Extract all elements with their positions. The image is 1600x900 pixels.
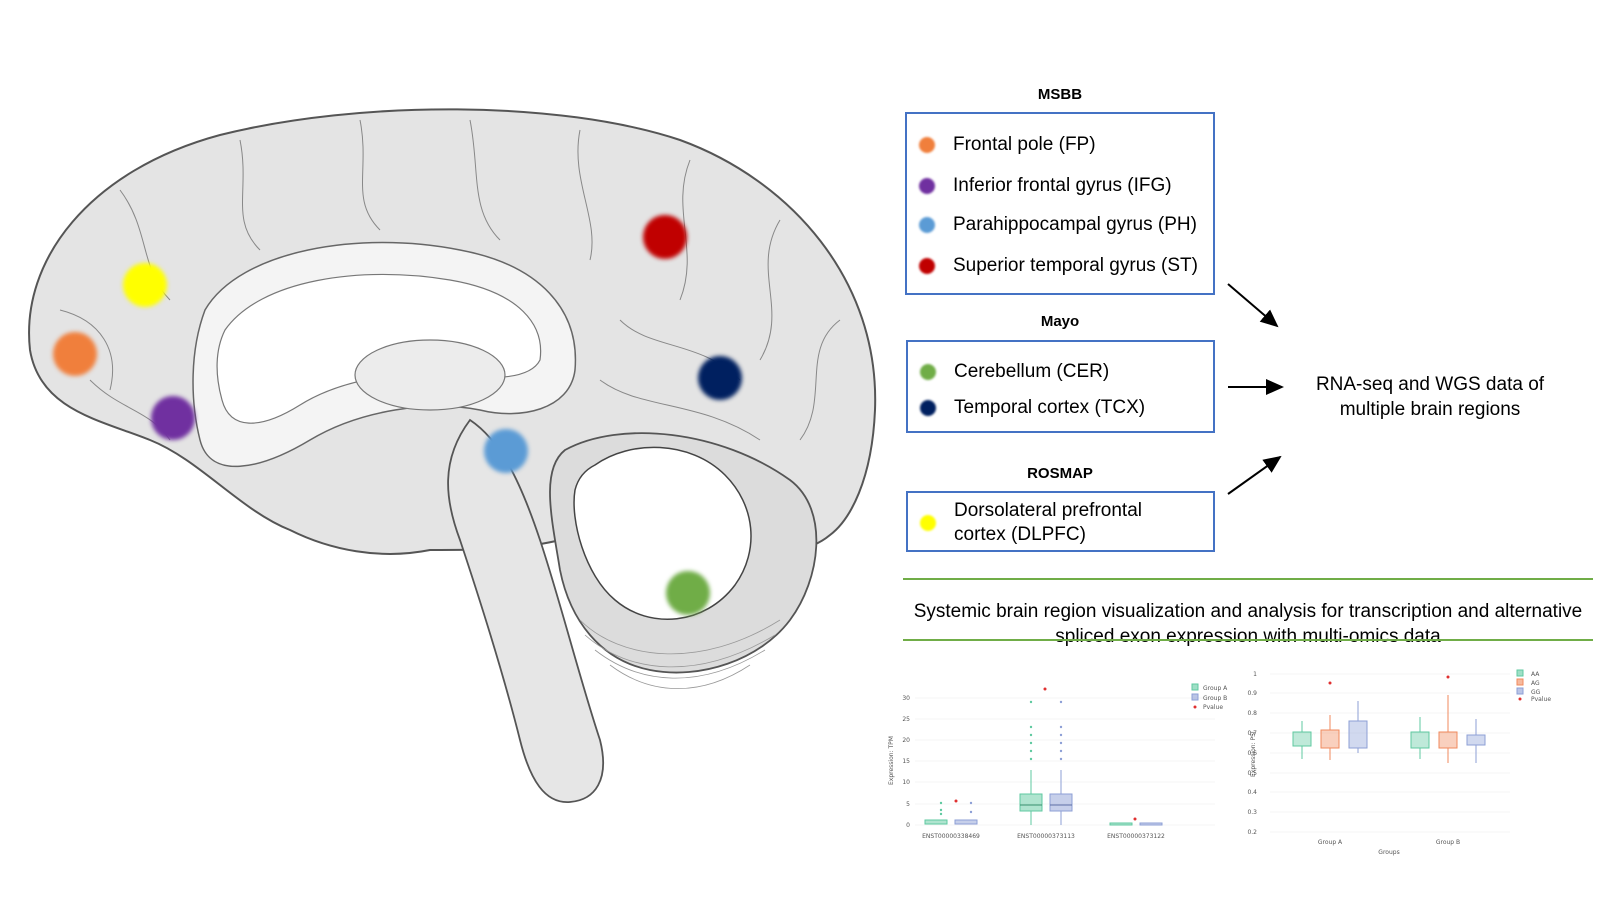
y-tick: 0.4 xyxy=(1247,789,1257,796)
pvalue-b xyxy=(1446,675,1450,679)
x-tick-group-a: Group A xyxy=(1318,839,1343,846)
region-item: Superior temporal gyrus (ST) xyxy=(919,254,1198,278)
mayo-box: Cerebellum (CER) Temporal cortex (TCX) xyxy=(906,340,1215,433)
arrow-rosmap xyxy=(1227,455,1282,495)
box-b-2 xyxy=(1049,793,1073,812)
box-b-3 xyxy=(1139,822,1163,826)
y-tick-0: 0 xyxy=(906,822,910,829)
group-title-msbb: MSBB xyxy=(1037,86,1083,103)
region-item: Frontal pole (FP) xyxy=(919,133,1096,157)
y-axis-label: Expression: TPM xyxy=(888,736,895,785)
box-b-1 xyxy=(954,819,978,825)
x-tick-group-b: Group B xyxy=(1436,839,1460,846)
region-item: Temporal cortex (TCX) xyxy=(920,396,1145,420)
rosmap-box: Dorsolateral prefrontal cortex (DLPFC) xyxy=(906,491,1215,552)
psi-boxplot: 0.2 0.3 0.4 0.5 0.6 0.7 0.8 0.9 1 Expres… xyxy=(1247,669,1551,856)
legend-pvalue: Pvalue xyxy=(1203,704,1223,711)
dot-ifg xyxy=(151,396,195,440)
divider-bottom xyxy=(903,639,1593,641)
y-tick-20: 20 xyxy=(902,737,910,744)
legend-pvalue: Pvalue xyxy=(1531,696,1551,703)
region-bullet xyxy=(919,178,935,194)
y-tick-15: 15 xyxy=(902,758,910,765)
region-label: Cerebellum (CER) xyxy=(954,361,1110,382)
region-label: Inferior frontal gyrus (IFG) xyxy=(953,175,1172,196)
y-tick: 1 xyxy=(1253,671,1257,678)
x-axis-label: Groups xyxy=(1378,849,1399,856)
region-item: Parahippocampal gyrus (PH) xyxy=(919,213,1197,237)
legend-gg: GG xyxy=(1531,689,1541,696)
y-tick: 0.5 xyxy=(1247,770,1257,777)
y-tick: 0.2 xyxy=(1247,829,1257,836)
pvalue-3 xyxy=(1133,817,1137,821)
y-tick: 0.6 xyxy=(1247,750,1257,757)
legend-group-b: Group B xyxy=(1203,695,1227,702)
y-axis-label: Expression: PSI xyxy=(1250,731,1257,777)
x-tick-1: ENST00000338469 xyxy=(922,833,980,840)
divider-top xyxy=(903,578,1593,580)
dot-frontal-pole xyxy=(53,332,97,376)
region-item: Dorsolateral prefrontal cortex (DLPFC) xyxy=(920,499,1180,547)
box-aa-a xyxy=(1292,731,1312,747)
dot-cerebellum xyxy=(666,571,710,615)
dot-temporal-cortex xyxy=(698,356,742,400)
y-tick: 0.9 xyxy=(1247,690,1257,697)
region-bullet xyxy=(919,258,935,274)
region-bullet xyxy=(920,515,936,531)
msbb-box: Frontal pole (FP) Inferior frontal gyrus… xyxy=(905,112,1215,295)
dot-parahippocampal xyxy=(484,429,528,473)
dot-superior-temporal xyxy=(643,215,687,259)
region-item: Inferior frontal gyrus (IFG) xyxy=(919,174,1172,198)
region-label: Superior temporal gyrus (ST) xyxy=(953,255,1198,276)
brain-illustration xyxy=(28,108,877,803)
box-a-2 xyxy=(1019,793,1043,812)
x-tick-3: ENST00000373122 xyxy=(1107,833,1165,840)
box-aa-b xyxy=(1410,731,1430,749)
y-tick: 0.3 xyxy=(1247,809,1257,816)
dot-dlpfc xyxy=(123,263,167,307)
legend-ag: AG xyxy=(1531,680,1540,687)
arrow-msbb xyxy=(1227,283,1279,328)
tpm-boxplot: 0 5 10 15 20 25 30 Expression: TPM ENST0… xyxy=(888,683,1228,840)
box-ag-a xyxy=(1320,729,1340,749)
region-bullet xyxy=(920,400,936,416)
box-gg-a xyxy=(1348,720,1368,749)
pvalue-1 xyxy=(954,799,958,803)
box-a-3 xyxy=(1109,822,1133,826)
y-tick-5: 5 xyxy=(906,801,910,808)
y-grid xyxy=(1270,673,1510,833)
y-tick: 0.8 xyxy=(1247,710,1257,717)
region-label: Parahippocampal gyrus (PH) xyxy=(953,214,1197,235)
arrows xyxy=(1227,283,1284,495)
result-text: RNA-seq and WGS data of multiple brain r… xyxy=(1315,374,1545,420)
region-bullet xyxy=(919,217,935,233)
region-label: Dorsolateral prefrontal cortex (DLPFC) xyxy=(954,500,1142,545)
x-tick-2: ENST00000373113 xyxy=(1017,833,1075,840)
region-bullet xyxy=(919,137,935,153)
region-label: Frontal pole (FP) xyxy=(953,134,1096,155)
box-ag-b xyxy=(1438,731,1458,749)
pvalue-a xyxy=(1328,681,1332,685)
y-tick: 0.7 xyxy=(1247,730,1257,737)
region-label: Temporal cortex (TCX) xyxy=(954,397,1146,418)
region-item: Cerebellum (CER) xyxy=(920,360,1109,384)
y-tick-30: 30 xyxy=(902,695,910,702)
y-tick-25: 25 xyxy=(902,716,910,723)
group-title-rosmap: ROSMAP xyxy=(1027,465,1093,482)
group-title-mayo: Mayo xyxy=(1040,313,1080,330)
box-a-1 xyxy=(924,819,948,825)
box-gg-b xyxy=(1466,734,1486,746)
y-tick-10: 10 xyxy=(902,779,910,786)
caption: Systemic brain region visualization and … xyxy=(913,601,1583,647)
legend-aa: AA xyxy=(1531,671,1540,678)
region-bullet xyxy=(920,364,936,380)
legend-group-a: Group A xyxy=(1203,685,1228,692)
pvalue-2 xyxy=(1043,687,1047,691)
